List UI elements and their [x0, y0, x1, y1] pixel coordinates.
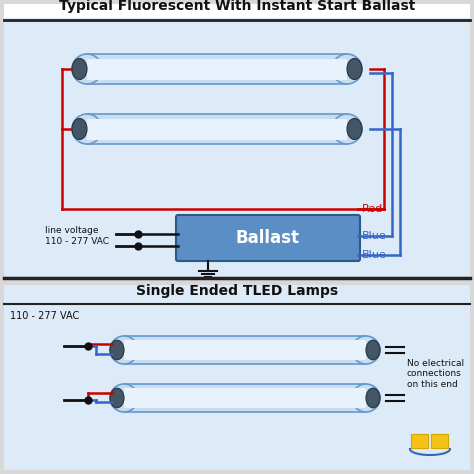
- Text: No electrical
connections
on this end: No electrical connections on this end: [407, 359, 464, 389]
- Ellipse shape: [72, 118, 87, 139]
- Ellipse shape: [72, 114, 102, 144]
- Ellipse shape: [352, 336, 380, 364]
- Text: Single Ended TLED Lamps: Single Ended TLED Lamps: [136, 284, 338, 298]
- Ellipse shape: [366, 388, 380, 408]
- Ellipse shape: [110, 340, 124, 360]
- Ellipse shape: [72, 54, 102, 84]
- Bar: [87, 118, 347, 139]
- Bar: [4, 285, 470, 470]
- Bar: [124, 336, 366, 364]
- Ellipse shape: [110, 388, 124, 408]
- Bar: [4, 4, 470, 18]
- Bar: [124, 384, 366, 412]
- Bar: [87, 114, 347, 144]
- Text: Ballast: Ballast: [236, 229, 300, 247]
- Ellipse shape: [332, 114, 362, 144]
- Bar: [87, 58, 347, 80]
- Text: Blue: Blue: [362, 231, 387, 241]
- Bar: [124, 388, 366, 408]
- Text: Typical Fluorescent With Instant Start Ballast: Typical Fluorescent With Instant Start B…: [59, 0, 415, 13]
- Ellipse shape: [110, 384, 138, 412]
- Text: 110 - 277 VAC: 110 - 277 VAC: [10, 311, 79, 321]
- Ellipse shape: [332, 54, 362, 84]
- Ellipse shape: [352, 384, 380, 412]
- Text: Blue: Blue: [362, 250, 387, 260]
- Text: Red: Red: [362, 204, 383, 214]
- Ellipse shape: [347, 58, 362, 80]
- Bar: [4, 6, 470, 278]
- Bar: [411, 434, 428, 448]
- Text: line voltage
110 - 277 VAC: line voltage 110 - 277 VAC: [45, 226, 109, 246]
- Bar: [124, 340, 366, 360]
- Ellipse shape: [366, 340, 380, 360]
- Ellipse shape: [347, 118, 362, 139]
- Ellipse shape: [110, 336, 138, 364]
- Bar: [431, 434, 448, 448]
- Ellipse shape: [72, 58, 87, 80]
- FancyBboxPatch shape: [176, 215, 360, 261]
- Bar: [87, 54, 347, 84]
